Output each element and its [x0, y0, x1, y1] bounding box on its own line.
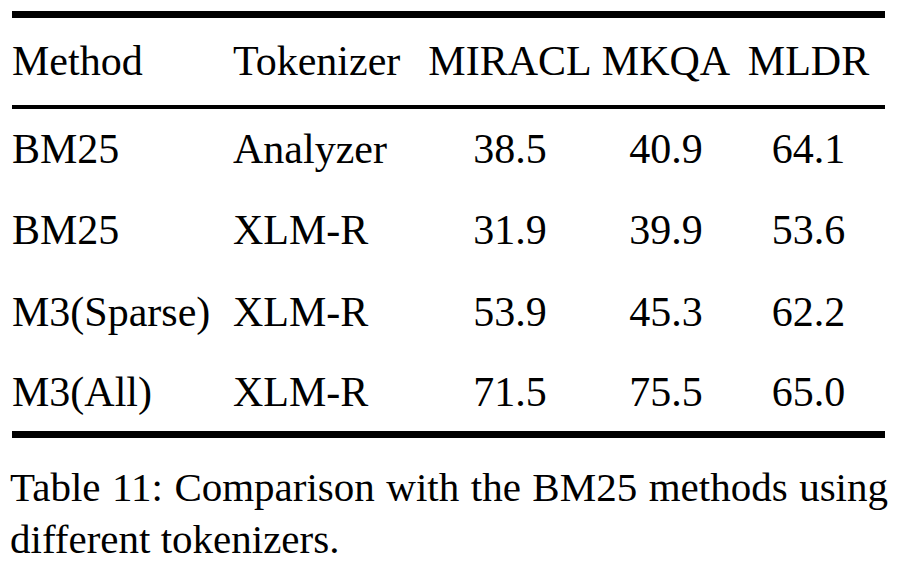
- caption-line-2: different tokenizers.: [10, 513, 888, 565]
- cell-tokenizer: XLM-R: [233, 353, 420, 435]
- table-row: M3(All) XLM-R 71.5 75.5 65.0: [12, 353, 885, 435]
- paper-page: Method Tokenizer MIRACL MKQA MLDR BM25 A…: [0, 0, 897, 582]
- header-row: Method Tokenizer MIRACL MKQA MLDR: [12, 15, 885, 107]
- col-header-mkqa: MKQA: [600, 15, 732, 107]
- cell-miracl: 31.9: [420, 189, 600, 271]
- cell-mldr: 65.0: [732, 353, 885, 435]
- cell-method: BM25: [12, 107, 233, 189]
- cell-mkqa: 75.5: [600, 353, 732, 435]
- cell-mldr: 53.6: [732, 189, 885, 271]
- cell-method: M3(All): [12, 353, 233, 435]
- caption-line-1: Table 11: Comparison with the BM25 metho…: [10, 461, 888, 513]
- cell-mkqa: 39.9: [600, 189, 732, 271]
- cell-tokenizer: XLM-R: [233, 189, 420, 271]
- cell-miracl: 38.5: [420, 107, 600, 189]
- table-row: BM25 Analyzer 38.5 40.9 64.1: [12, 107, 885, 189]
- cell-tokenizer: XLM-R: [233, 271, 420, 353]
- col-header-miracl: MIRACL: [420, 15, 600, 107]
- table-header: Method Tokenizer MIRACL MKQA MLDR: [12, 15, 885, 107]
- table-row: M3(Sparse) XLM-R 53.9 45.3 62.2: [12, 271, 885, 353]
- results-table: Method Tokenizer MIRACL MKQA MLDR BM25 A…: [12, 11, 885, 438]
- cell-miracl: 71.5: [420, 353, 600, 435]
- table-caption: Table 11: Comparison with the BM25 metho…: [10, 461, 888, 565]
- col-header-method: Method: [12, 15, 233, 107]
- col-header-tokenizer: Tokenizer: [233, 15, 420, 107]
- cell-miracl: 53.9: [420, 271, 600, 353]
- cell-mkqa: 45.3: [600, 271, 732, 353]
- cell-mldr: 62.2: [732, 271, 885, 353]
- col-header-mldr: MLDR: [732, 15, 885, 107]
- table-body: BM25 Analyzer 38.5 40.9 64.1 BM25 XLM-R …: [12, 107, 885, 435]
- table-row: BM25 XLM-R 31.9 39.9 53.6: [12, 189, 885, 271]
- cell-method: BM25: [12, 189, 233, 271]
- cell-method: M3(Sparse): [12, 271, 233, 353]
- cell-mkqa: 40.9: [600, 107, 732, 189]
- cell-tokenizer: Analyzer: [233, 107, 420, 189]
- cell-mldr: 64.1: [732, 107, 885, 189]
